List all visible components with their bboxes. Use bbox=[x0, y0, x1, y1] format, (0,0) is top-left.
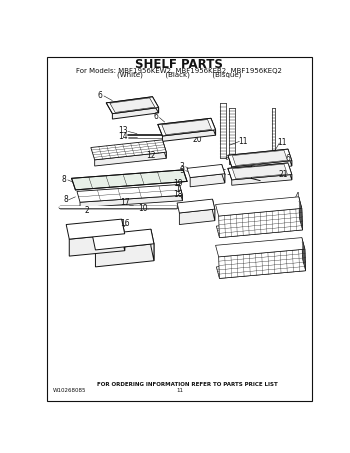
Text: 16: 16 bbox=[120, 219, 130, 228]
Polygon shape bbox=[246, 162, 268, 169]
Polygon shape bbox=[222, 164, 225, 183]
Polygon shape bbox=[228, 163, 292, 180]
Polygon shape bbox=[162, 130, 216, 141]
Polygon shape bbox=[216, 218, 302, 238]
Polygon shape bbox=[92, 229, 154, 250]
Polygon shape bbox=[110, 98, 155, 112]
Text: 11: 11 bbox=[239, 137, 248, 146]
Text: 1: 1 bbox=[175, 185, 180, 193]
Text: 20: 20 bbox=[192, 135, 202, 145]
Text: 11: 11 bbox=[277, 139, 287, 147]
Polygon shape bbox=[232, 164, 287, 178]
Polygon shape bbox=[69, 234, 125, 256]
Polygon shape bbox=[151, 229, 154, 261]
Text: 6: 6 bbox=[286, 154, 290, 163]
Polygon shape bbox=[216, 259, 306, 279]
Polygon shape bbox=[232, 161, 292, 172]
Text: 8: 8 bbox=[63, 195, 68, 203]
Text: 9: 9 bbox=[179, 166, 184, 175]
Polygon shape bbox=[288, 149, 292, 166]
Text: 12: 12 bbox=[146, 151, 156, 160]
Text: 21: 21 bbox=[248, 164, 257, 173]
Polygon shape bbox=[106, 96, 159, 114]
Text: 2: 2 bbox=[85, 206, 89, 215]
Polygon shape bbox=[177, 199, 215, 213]
Text: 6: 6 bbox=[98, 91, 103, 100]
Text: 21: 21 bbox=[279, 170, 288, 179]
Text: 5: 5 bbox=[299, 241, 303, 250]
Polygon shape bbox=[153, 96, 159, 113]
Text: 8: 8 bbox=[62, 174, 66, 183]
Text: W10268085: W10268085 bbox=[52, 388, 86, 393]
Polygon shape bbox=[212, 199, 215, 221]
Polygon shape bbox=[190, 173, 225, 187]
Polygon shape bbox=[162, 140, 166, 158]
Polygon shape bbox=[66, 219, 125, 239]
Polygon shape bbox=[211, 118, 216, 135]
Polygon shape bbox=[94, 152, 166, 166]
Text: 18: 18 bbox=[173, 190, 183, 199]
Polygon shape bbox=[158, 118, 216, 136]
Polygon shape bbox=[219, 249, 306, 279]
Polygon shape bbox=[91, 140, 166, 160]
Text: 11: 11 bbox=[176, 388, 183, 393]
Polygon shape bbox=[219, 208, 302, 238]
Polygon shape bbox=[77, 184, 182, 202]
Text: 19: 19 bbox=[173, 179, 183, 188]
Text: 10: 10 bbox=[138, 204, 148, 213]
Text: (White)          (Black)          (Bisque): (White) (Black) (Bisque) bbox=[117, 72, 241, 78]
Polygon shape bbox=[122, 219, 125, 251]
Text: 15: 15 bbox=[186, 129, 196, 138]
Text: 4: 4 bbox=[295, 193, 300, 201]
Polygon shape bbox=[179, 184, 182, 201]
Text: For Models: MBF1956KEW2, MBF1956KEB2, MBF1956KEQ2: For Models: MBF1956KEW2, MBF1956KEB2, MB… bbox=[76, 67, 282, 73]
Polygon shape bbox=[232, 174, 292, 185]
Text: 14: 14 bbox=[118, 132, 128, 141]
Polygon shape bbox=[162, 120, 211, 135]
Polygon shape bbox=[179, 209, 215, 225]
Polygon shape bbox=[299, 197, 302, 230]
Polygon shape bbox=[96, 244, 154, 267]
Text: FOR ORDERING INFORMATION REFER TO PARTS PRICE LIST: FOR ORDERING INFORMATION REFER TO PARTS … bbox=[97, 382, 278, 387]
Polygon shape bbox=[232, 150, 287, 165]
Polygon shape bbox=[80, 195, 182, 207]
Polygon shape bbox=[228, 149, 292, 167]
Text: 13: 13 bbox=[118, 126, 128, 135]
Polygon shape bbox=[216, 197, 302, 216]
Polygon shape bbox=[216, 238, 305, 257]
Polygon shape bbox=[112, 107, 159, 119]
Polygon shape bbox=[72, 170, 187, 190]
Polygon shape bbox=[288, 163, 292, 180]
Text: 7: 7 bbox=[241, 154, 246, 163]
Text: SHELF PARTS: SHELF PARTS bbox=[135, 58, 223, 71]
Polygon shape bbox=[302, 238, 306, 271]
Text: 3: 3 bbox=[179, 162, 184, 170]
Text: 6: 6 bbox=[154, 112, 159, 121]
Text: 21: 21 bbox=[180, 123, 189, 132]
Polygon shape bbox=[187, 164, 225, 178]
Text: 17: 17 bbox=[121, 198, 130, 207]
